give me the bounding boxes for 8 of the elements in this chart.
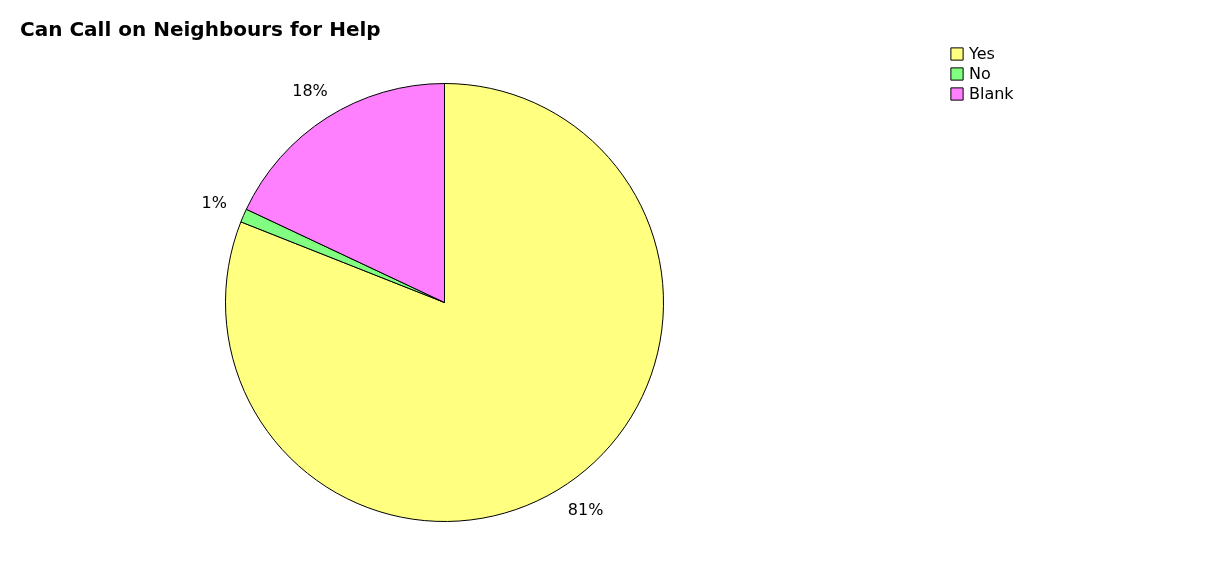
data-label: 1% <box>201 192 227 212</box>
data-label: 81% <box>567 500 604 520</box>
legend-label: No <box>969 64 991 83</box>
chart-title: Can Call on Neighbours for Help <box>20 17 381 41</box>
pie-slice <box>225 83 664 522</box>
legend-label: Yes <box>968 44 995 63</box>
data-label: 18% <box>292 80 328 100</box>
legend-label: Blank <box>969 84 1015 103</box>
